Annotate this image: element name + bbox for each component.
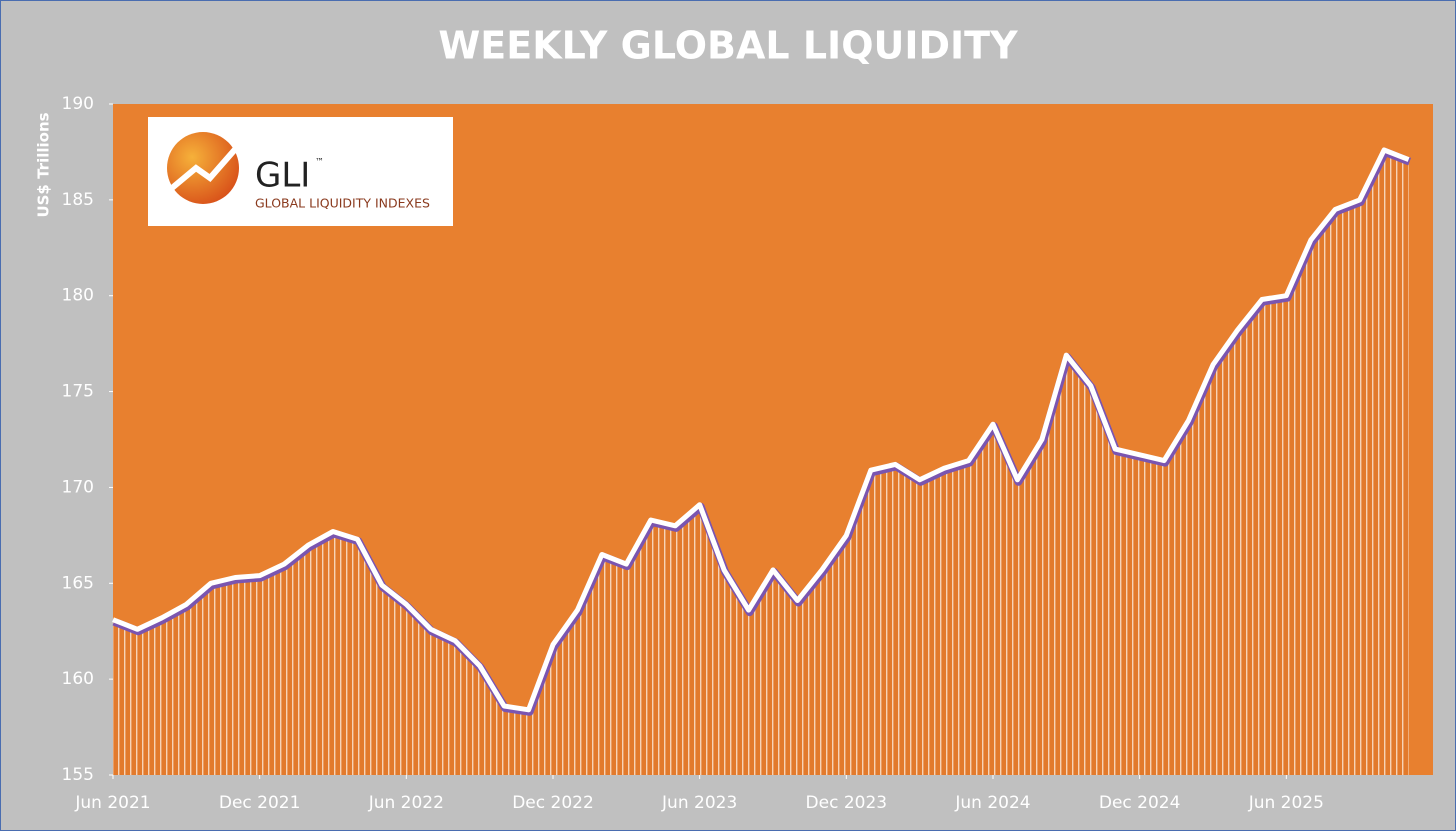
x-tick-label: Jun 2024	[954, 793, 1030, 813]
y-tick-label: 190	[62, 94, 94, 114]
logo-tm: ™	[315, 158, 324, 168]
line	[112, 147, 1410, 713]
logo-icon	[167, 132, 239, 204]
y-tick-label: 175	[62, 382, 94, 402]
x-tick-label: Dec 2023	[806, 793, 888, 813]
y-tick-label: 155	[62, 765, 94, 785]
logo-mark: GLI	[255, 156, 310, 196]
logo: GLI ™ GLOBAL LIQUIDITY INDEXES	[148, 117, 453, 226]
x-tick-label: Dec 2024	[1099, 793, 1181, 813]
x-tick-label: Jun 2023	[661, 793, 737, 813]
area	[113, 150, 1409, 775]
y-axis-label: US$ Trillions	[35, 112, 53, 217]
chart-title: WEEKLY GLOBAL LIQUIDITY	[438, 24, 1018, 68]
x-tick-label: Jun 2025	[1248, 793, 1324, 813]
y-tick-label: 160	[62, 669, 94, 689]
logo-text: GLOBAL LIQUIDITY INDEXES	[255, 196, 430, 211]
logo-arrow	[170, 144, 241, 191]
y-tick-label: 165	[62, 573, 94, 593]
y-tick-label: 170	[62, 477, 94, 497]
x-tick-label: Dec 2021	[219, 793, 301, 813]
x-tick-label: Dec 2022	[512, 793, 594, 813]
y-tick-label: 185	[62, 190, 94, 210]
x-tick-label: Jun 2021	[74, 793, 150, 813]
y-tick-label: 180	[62, 286, 94, 306]
x-tick-label: Jun 2022	[368, 793, 444, 813]
